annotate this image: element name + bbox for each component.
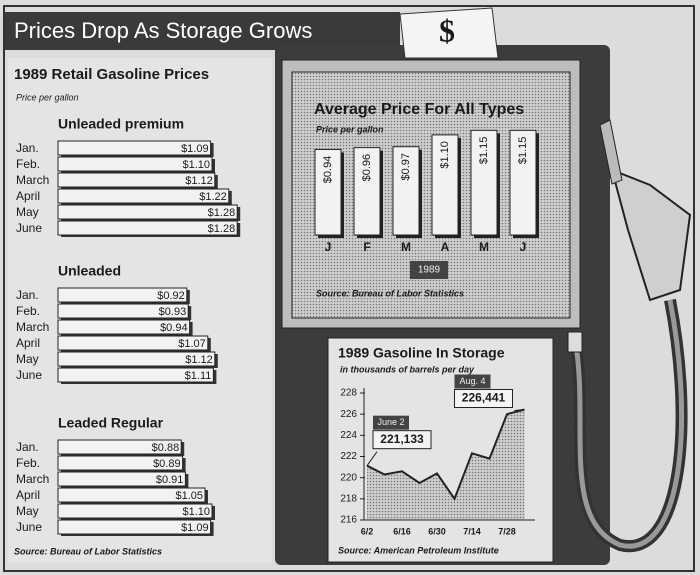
chart-title: Unleaded premium xyxy=(58,116,184,132)
category-label: April xyxy=(16,189,40,203)
category-label: March xyxy=(16,472,49,486)
chart-title: Average Price For All Types xyxy=(314,101,524,118)
value-label: $0.88 xyxy=(152,442,180,454)
category-label: Jan. xyxy=(16,440,39,454)
annotation-date: Aug. 4 xyxy=(459,376,485,386)
annotation-value: 226,441 xyxy=(462,391,506,405)
value-label: $1.07 xyxy=(178,338,206,350)
category-label: M xyxy=(401,240,411,254)
y-tick-label: 222 xyxy=(340,451,357,462)
category-label: June xyxy=(16,368,42,382)
value-label: $0.91 xyxy=(156,474,184,486)
category-label: J xyxy=(520,240,527,254)
category-label: Feb. xyxy=(16,157,40,171)
value-label: $0.89 xyxy=(153,458,181,470)
value-label: $1.12 xyxy=(185,354,213,366)
x-label: 1989 xyxy=(418,265,441,276)
y-tick-label: 220 xyxy=(340,472,357,483)
y-tick-label: 216 xyxy=(340,515,357,526)
value-label: $1.28 xyxy=(208,223,236,235)
category-label: J xyxy=(325,240,332,254)
chart-title: Leaded Regular xyxy=(58,415,164,431)
chart-title: Unleaded xyxy=(58,263,121,279)
category-label: Jan. xyxy=(16,141,39,155)
x-tick-label: 6/2 xyxy=(361,526,374,536)
category-label: May xyxy=(16,504,39,518)
y-tick-label: 224 xyxy=(340,430,357,441)
source: Source: Bureau of Labor Statistics xyxy=(316,288,464,298)
annotation-value: 221,133 xyxy=(380,432,424,446)
value-label: $0.94 xyxy=(322,156,334,184)
value-label: $1.05 xyxy=(175,490,203,502)
retail-source: Source: Bureau of Labor Statistics xyxy=(14,546,162,556)
value-label: $1.10 xyxy=(439,141,451,169)
value-label: $0.93 xyxy=(159,306,187,318)
value-label: $1.12 xyxy=(185,175,213,187)
value-label: $1.15 xyxy=(478,137,490,165)
category-label: Feb. xyxy=(16,456,40,470)
value-label: $1.22 xyxy=(199,191,227,203)
category-label: M xyxy=(479,240,489,254)
x-tick-label: 6/30 xyxy=(428,526,446,536)
category-label: Jan. xyxy=(16,288,39,302)
annotation-date: June 2 xyxy=(377,417,404,427)
value-label: $1.10 xyxy=(182,506,210,518)
value-label: $1.10 xyxy=(182,159,210,171)
value-label: $0.94 xyxy=(160,322,188,334)
main-title: Prices Drop As Storage Grows xyxy=(14,18,312,43)
value-label: $1.09 xyxy=(181,143,209,155)
category-label: March xyxy=(16,320,49,334)
value-label: $1.11 xyxy=(185,370,212,382)
category-label: June xyxy=(16,221,42,235)
hose-fitting xyxy=(568,332,582,352)
retail-subtitle: Price per gallon xyxy=(16,92,79,102)
category-label: April xyxy=(16,336,40,350)
x-tick-label: 6/16 xyxy=(393,526,411,536)
chart-title: 1989 Gasoline In Storage xyxy=(338,345,505,361)
value-label: $0.92 xyxy=(157,290,185,302)
y-tick-label: 226 xyxy=(340,409,357,420)
category-label: May xyxy=(16,205,39,219)
retail-title: 1989 Retail Gasoline Prices xyxy=(14,66,209,83)
value-label: $1.09 xyxy=(181,522,209,534)
x-tick-label: 7/14 xyxy=(463,526,481,536)
pump-sign-text: $ xyxy=(439,12,455,48)
value-label: $1.28 xyxy=(208,207,236,219)
value-label: $1.15 xyxy=(517,137,529,165)
category-label: March xyxy=(16,173,49,187)
value-label: $0.97 xyxy=(400,153,412,181)
infographic: Prices Drop As Storage Grows $ 1989 Reta… xyxy=(0,0,700,575)
value-label: $0.96 xyxy=(361,154,373,182)
chart-subtitle: in thousands of barrels per day xyxy=(340,364,475,374)
category-label: A xyxy=(441,240,450,254)
chart-subtitle: Price per gallon xyxy=(316,124,384,134)
category-label: F xyxy=(363,240,370,254)
category-label: Feb. xyxy=(16,304,40,318)
y-tick-label: 228 xyxy=(340,388,357,399)
x-tick-label: 7/28 xyxy=(498,526,516,536)
category-label: April xyxy=(16,488,40,502)
category-label: May xyxy=(16,352,39,366)
category-label: June xyxy=(16,520,42,534)
y-tick-label: 218 xyxy=(340,493,357,504)
source: Source: American Petroleum Institute xyxy=(338,545,499,555)
